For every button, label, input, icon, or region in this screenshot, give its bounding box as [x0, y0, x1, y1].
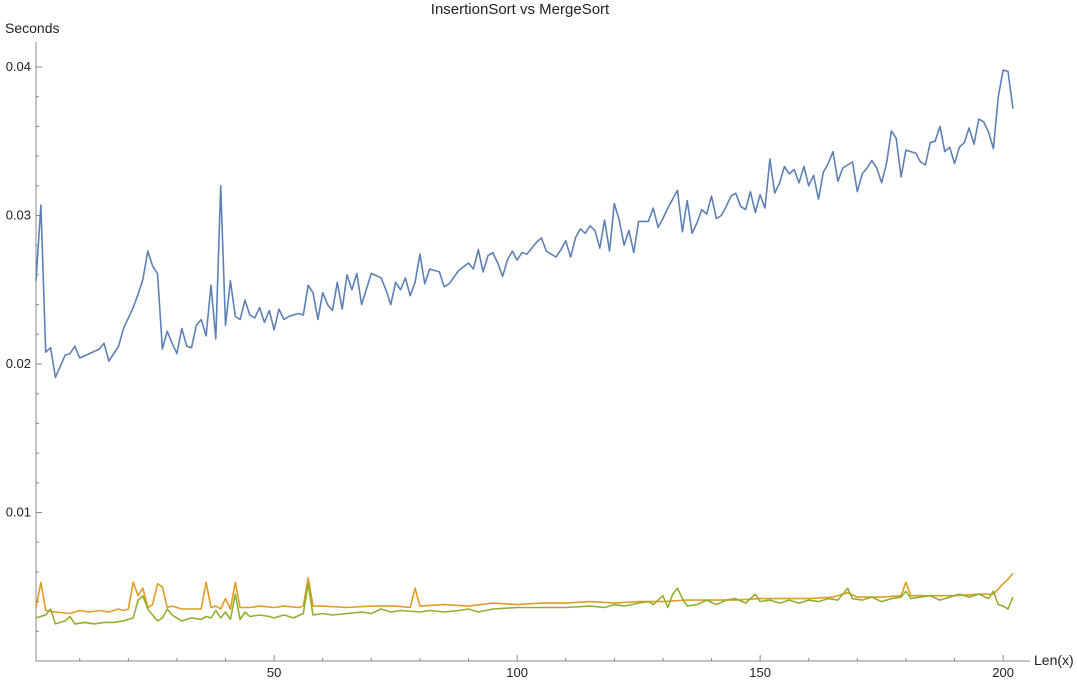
- y-tick-label: 0.03: [6, 208, 31, 223]
- series-line-2: [35, 572, 1014, 615]
- x-tick-label: 50: [267, 665, 281, 680]
- chart-title: InsertionSort vs MergeSort: [430, 1, 610, 18]
- x-tick-label: 200: [992, 665, 1014, 680]
- series-line-1: [35, 69, 1014, 379]
- x-axis-label: Len(x): [1034, 652, 1074, 668]
- y-tick-label: 0.02: [6, 356, 31, 371]
- axis-ticks: 0.01 0.02 0.03 0.04 50 100 150 200: [6, 59, 1014, 680]
- y-tick-label: 0.01: [6, 505, 31, 520]
- axes: [35, 42, 1030, 662]
- chart-series: [35, 69, 1014, 625]
- y-tick-label: 0.04: [6, 59, 31, 74]
- x-tick-label: 100: [506, 665, 528, 680]
- y-axis-label: Seconds: [5, 20, 60, 36]
- x-tick-label: 150: [749, 665, 771, 680]
- series-line-3: [35, 582, 1014, 625]
